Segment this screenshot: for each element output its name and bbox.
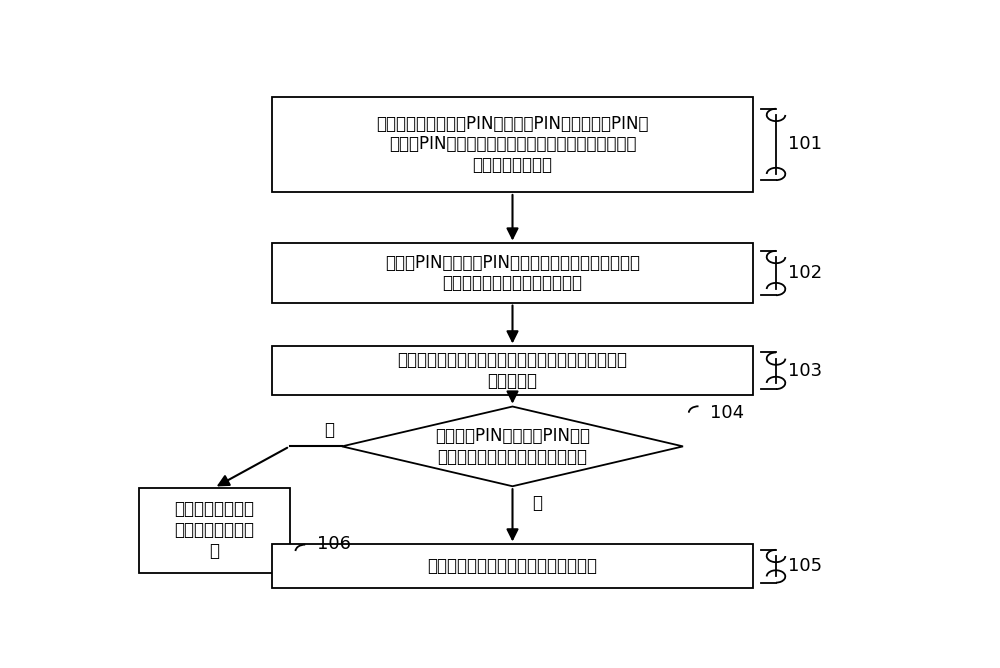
- Text: 否: 否: [324, 421, 334, 439]
- Text: 104: 104: [710, 404, 744, 422]
- Text: 将第一PIN脚和第二PIN脚的对应于第二板卡的接头在
第二板卡上布设为第二电平状态: 将第一PIN脚和第二PIN脚的对应于第二板卡的接头在 第二板卡上布设为第二电平状…: [385, 254, 640, 293]
- Text: 102: 102: [788, 264, 822, 282]
- FancyBboxPatch shape: [272, 346, 753, 395]
- Text: 对于连接器上的第一PIN脚和第二PIN脚，将第一PIN脚
和第二PIN脚的对应于第一板卡的接头在第一板卡上布
设为第一电平状态: 对于连接器上的第一PIN脚和第二PIN脚，将第一PIN脚 和第二PIN脚的对应于…: [376, 115, 649, 174]
- Text: 确定第一板卡与第二板卡插接互连成功: 确定第一板卡与第二板卡插接互连成功: [428, 557, 598, 575]
- Text: 105: 105: [788, 557, 822, 575]
- Text: 103: 103: [788, 362, 822, 380]
- FancyBboxPatch shape: [272, 243, 753, 303]
- Text: 检测第一PIN脚和第二PIN脚的
电平状态是否均变为第二电平状态: 检测第一PIN脚和第二PIN脚的 电平状态是否均变为第二电平状态: [435, 427, 590, 466]
- FancyBboxPatch shape: [272, 544, 753, 588]
- Text: 101: 101: [788, 136, 822, 154]
- Text: 将第一板卡和第二板卡通过连接器上各自对应的接头
插接在一起: 将第一板卡和第二板卡通过连接器上各自对应的接头 插接在一起: [398, 351, 628, 390]
- Polygon shape: [342, 407, 683, 486]
- FancyBboxPatch shape: [272, 97, 753, 192]
- FancyBboxPatch shape: [139, 488, 290, 572]
- Text: 确定第一板卡与第
二板卡插接互连失
败: 确定第一板卡与第 二板卡插接互连失 败: [174, 500, 254, 560]
- Text: 是: 是: [532, 494, 542, 512]
- Text: 106: 106: [317, 535, 351, 553]
